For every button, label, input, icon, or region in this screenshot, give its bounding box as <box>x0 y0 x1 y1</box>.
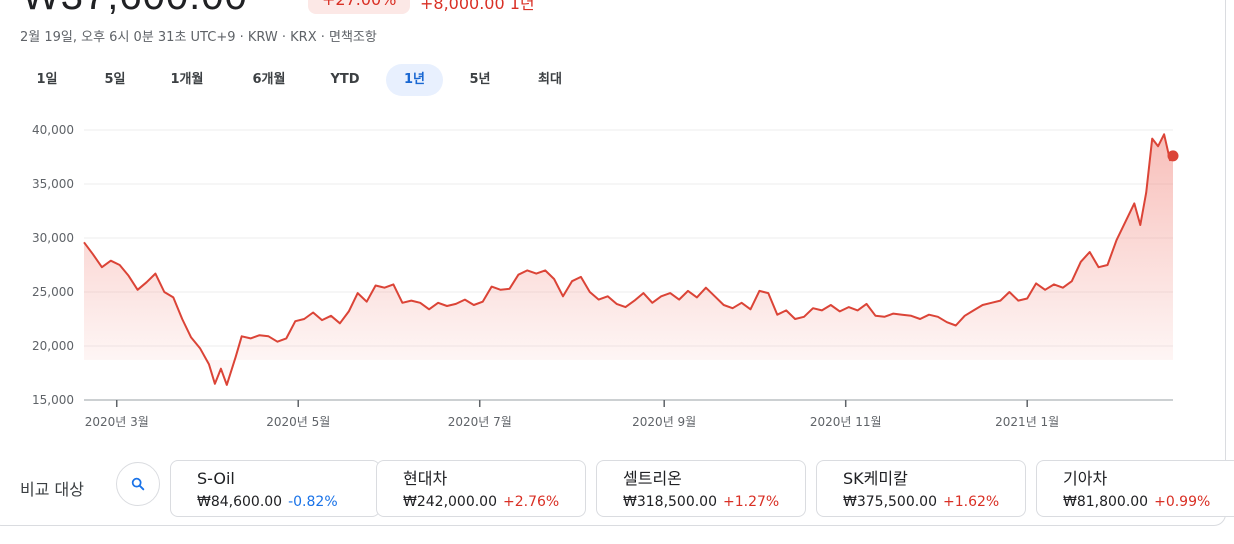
current-price: ₩37,600.00 <box>22 0 248 18</box>
search-icon <box>130 476 146 492</box>
quote-meta: 2월 19일, 오후 6시 0분 31초 UTC+9 · KRW · KRX ·… <box>20 30 377 45</box>
last-price-point <box>1167 150 1179 162</box>
tab-1d[interactable]: 1일 <box>36 72 58 87</box>
price-area <box>84 134 1173 385</box>
x-tick-label: 2020년 3월 <box>85 415 149 429</box>
compare-card-hyundai[interactable]: 현대차 ₩242,000.00 +2.76% <box>376 460 586 517</box>
compare-change: +0.99% <box>1154 494 1211 510</box>
compare-price: ₩84,600.00 <box>197 494 283 510</box>
price-chart[interactable]: 40,000 35,000 30,000 25,000 20,000 15,000 2020… <box>0 110 1234 450</box>
tab-max[interactable]: 최대 <box>538 72 562 87</box>
x-tick-label: 2020년 11월 <box>810 415 882 429</box>
tab-1m[interactable]: 1개월 <box>170 72 204 87</box>
y-tick-label: 20,000 <box>32 339 74 353</box>
y-tick-label: 35,000 <box>32 177 74 191</box>
tab-1y[interactable]: 1년 <box>386 64 443 96</box>
compare-search-button[interactable] <box>116 462 160 506</box>
change-absolute: +8,000.00 1년 <box>420 0 535 13</box>
compare-name: S-Oil <box>197 469 235 488</box>
compare-price: ₩318,500.00 <box>623 494 718 510</box>
x-tick-label: 2020년 7월 <box>448 415 512 429</box>
compare-name: SK케미칼 <box>843 469 908 488</box>
change-percent-badge: +27.00% <box>308 0 411 14</box>
x-tick-label: 2021년 1월 <box>995 415 1059 429</box>
compare-change: -0.82% <box>288 494 338 510</box>
compare-name: 셀트리온 <box>623 469 682 488</box>
compare-price: ₩242,000.00 <box>403 494 498 510</box>
tab-ytd[interactable]: YTD <box>330 72 360 87</box>
y-tick-label: 25,000 <box>32 285 74 299</box>
compare-change: +1.62% <box>943 494 1000 510</box>
compare-label: 비교 대상 <box>20 480 84 499</box>
stock-card <box>0 0 1226 526</box>
compare-card-kia[interactable]: 기아차 ₩81,800.00 +0.99% <box>1036 460 1234 517</box>
x-tick-label: 2020년 9월 <box>632 415 696 429</box>
x-tick-label: 2020년 5월 <box>266 415 330 429</box>
y-tick-label: 15,000 <box>32 393 74 407</box>
compare-price: ₩81,800.00 <box>1063 494 1149 510</box>
compare-card-s-oil[interactable]: S-Oil ₩84,600.00 -0.82% <box>170 460 380 517</box>
compare-change: +2.76% <box>503 494 560 510</box>
y-tick-label: 40,000 <box>32 123 74 137</box>
price-header: ₩37,600.00 <box>22 0 248 18</box>
compare-name: 현대차 <box>403 469 448 488</box>
tab-6m[interactable]: 6개월 <box>252 72 286 87</box>
compare-price: ₩375,500.00 <box>843 494 938 510</box>
compare-name: 기아차 <box>1063 469 1108 488</box>
compare-card-celltrion[interactable]: 셀트리온 ₩318,500.00 +1.27% <box>596 460 806 517</box>
tab-5y[interactable]: 5년 <box>469 72 491 87</box>
compare-change: +1.27% <box>723 494 780 510</box>
y-tick-label: 30,000 <box>32 231 74 245</box>
price-line <box>83 133 1174 386</box>
compare-card-sk-chemicals[interactable]: SK케미칼 ₩375,500.00 +1.62% <box>816 460 1026 517</box>
tab-5d[interactable]: 5일 <box>104 72 126 87</box>
